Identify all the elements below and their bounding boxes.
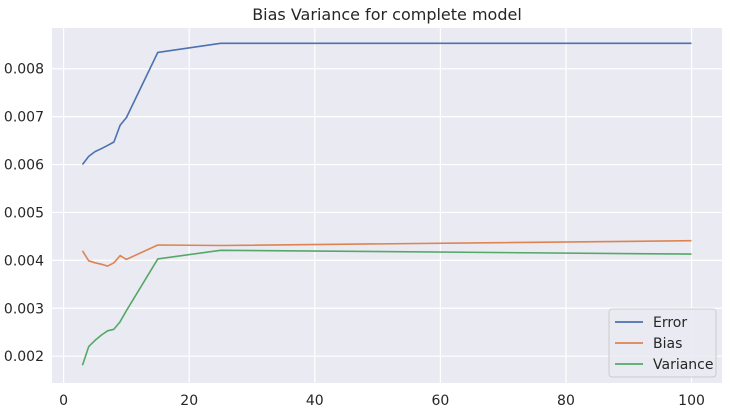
legend-label: Error [653,315,687,331]
x-tick-label: 100 [678,393,705,409]
x-tick-label: 40 [306,393,324,409]
legend-box [608,308,717,378]
y-tick-label: 0.006 [4,158,44,174]
x-tick-label: 0 [59,393,68,409]
chart-title: Bias Variance for complete model [252,5,522,24]
y-tick-label: 0.002 [4,349,44,365]
series-lines [81,42,692,366]
y-tick-label: 0.008 [4,62,44,78]
y-tick-label: 0.007 [4,110,44,126]
legend-label: Variance [653,357,713,373]
legend-label: Bias [653,336,682,352]
legend: Error Bias Variance [608,308,717,378]
series-line-bias [81,239,692,267]
x-axis-ticks: 0 20 40 60 80 100 [59,393,705,409]
y-axis-ticks: 0.002 0.003 0.004 0.005 0.006 0.007 0.008 [4,62,44,365]
x-tick-label: 80 [557,393,575,409]
x-tick-label: 60 [431,393,449,409]
x-tick-label: 20 [180,393,198,409]
y-tick-label: 0.003 [4,301,44,317]
y-tick-label: 0.005 [4,205,44,221]
series-line-error [81,42,692,165]
y-tick-label: 0.004 [4,253,44,269]
series-line-variance [81,249,692,366]
